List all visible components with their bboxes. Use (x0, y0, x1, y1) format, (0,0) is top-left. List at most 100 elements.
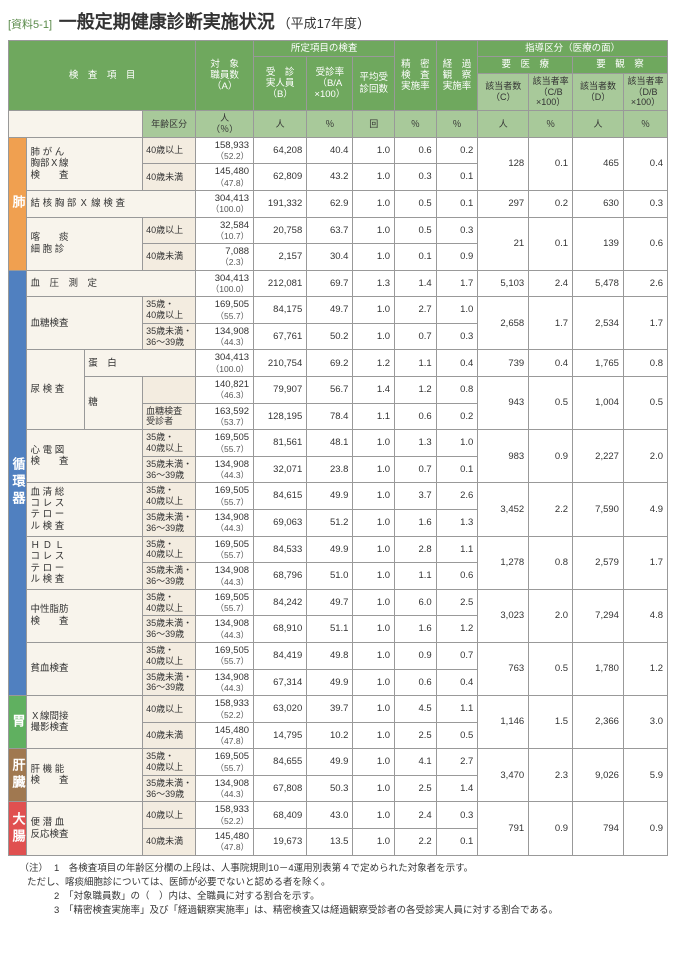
cell: 30.4 (307, 244, 353, 271)
cell: 304,413（100.0） (196, 350, 254, 377)
cell: 0.1 (395, 244, 437, 271)
cell: 2,366 (573, 696, 624, 749)
cell: 9,026 (573, 749, 624, 802)
cell: 43.0 (307, 802, 353, 829)
age: 35歳・ 40歳以上 (143, 430, 196, 457)
cell: 158,933（52.2） (196, 802, 254, 829)
lbl-sputum: 喀 痰 細 胞 診 (27, 217, 143, 270)
cell: 39.7 (307, 696, 353, 723)
cell: 3,452 (478, 483, 529, 536)
cell: 169,505（55.7） (196, 642, 254, 669)
cell: 67,761 (254, 323, 307, 350)
cell: 2.5 (395, 722, 437, 749)
cell: 2.6 (436, 483, 478, 510)
cell: 1.0 (353, 244, 395, 271)
cell: 69.7 (307, 270, 353, 297)
cell: 2,579 (573, 536, 624, 589)
cell: 1.2 (623, 642, 667, 695)
cell: 19,673 (254, 829, 307, 856)
cell: 163,592（53.7） (196, 403, 254, 430)
age: 35歳未満・ 36～39歳 (143, 563, 196, 590)
cell: 0.4 (436, 350, 478, 377)
cell: 49.7 (307, 297, 353, 324)
cell: 14,795 (254, 722, 307, 749)
cell: 128,195 (254, 403, 307, 430)
age: 35歳未満・ 36～39歳 (143, 456, 196, 483)
cell: 2.4 (529, 270, 573, 297)
cell: 1.1 (353, 403, 395, 430)
cell: 1.0 (353, 722, 395, 749)
cell: 2.0 (529, 589, 573, 642)
cell: 134,908（44.3） (196, 323, 254, 350)
cell: 169,505（55.7） (196, 297, 254, 324)
cell: 1,780 (573, 642, 624, 695)
hdr-rate: 受診率 （B/A ×100） (307, 57, 353, 111)
cat-colon: 大腸 (9, 802, 27, 855)
cell: 1.1 (395, 563, 437, 590)
cell: 1.0 (353, 829, 395, 856)
hdr-prescribed: 所定項目の検査 (254, 41, 395, 57)
cell: 169,505（55.7） (196, 483, 254, 510)
cell: 2.5 (436, 589, 478, 616)
lbl-stomx: Ｘ線間接 撮影検査 (27, 696, 143, 749)
footnotes: （注）1 各検査項目の年齢区分欄の上段は、人事院規則10－4運用別表第４で定めら… (8, 862, 668, 919)
cell: 10.2 (307, 722, 353, 749)
cell: 304,413（100.0） (196, 190, 254, 217)
cell: 2.7 (395, 297, 437, 324)
cell: 2,658 (478, 297, 529, 350)
cell: 0.3 (436, 323, 478, 350)
cell: 1,004 (573, 377, 624, 430)
cell: 40.4 (307, 137, 353, 164)
cell: 49.8 (307, 642, 353, 669)
age: 35歳・ 40歳以上 (143, 749, 196, 776)
cell: 0.3 (623, 190, 667, 217)
lbl-protein: 蛋 白 (85, 350, 196, 377)
u-pct: 人（％） (196, 111, 254, 138)
u-obs: ％ (436, 111, 478, 138)
cell: 0.4 (436, 669, 478, 696)
cell: 763 (478, 642, 529, 695)
cell: 134,908（44.3） (196, 563, 254, 590)
cell: 169,505（55.7） (196, 536, 254, 563)
cell: 212,081 (254, 270, 307, 297)
cell: 128 (478, 137, 529, 190)
cell: 0.9 (529, 802, 573, 855)
cell: 0.6 (395, 669, 437, 696)
cell: 1.0 (353, 164, 395, 191)
cell: 51.2 (307, 509, 353, 536)
note-1: 1 各検査項目の年齢区分欄の上段は、人事院規則10－4運用別表第４で定められた対… (8, 863, 473, 888)
cell: 2.3 (529, 749, 573, 802)
cell: 78.4 (307, 403, 353, 430)
cell: 1.4 (436, 775, 478, 802)
age: 40歳以上 (143, 217, 196, 244)
cell: 145,480（47.8） (196, 164, 254, 191)
hdr-d: 該当者数 （D） (573, 73, 624, 110)
cell: 1.0 (353, 669, 395, 696)
cell: 0.1 (436, 829, 478, 856)
cell: 69.2 (307, 350, 353, 377)
cell: 1.0 (353, 323, 395, 350)
cell: 1.7 (623, 536, 667, 589)
age: 40歳以上 (143, 802, 196, 829)
cell: 465 (573, 137, 624, 190)
age: 35歳・ 40歳以上 (143, 297, 196, 324)
cell: 1.2 (395, 377, 437, 404)
age: 35歳未満・ 36～39歳 (143, 669, 196, 696)
age: 35歳・ 40歳以上 (143, 642, 196, 669)
cell: 0.9 (395, 642, 437, 669)
cell: 49.9 (307, 536, 353, 563)
cell: 2.7 (436, 749, 478, 776)
cell: 7,590 (573, 483, 624, 536)
cell: 0.3 (395, 164, 437, 191)
age: 35歳・ 40歳以上 (143, 589, 196, 616)
cell: 943 (478, 377, 529, 430)
age: 40歳以上 (143, 137, 196, 164)
cell: 158,933（52.2） (196, 137, 254, 164)
note-2: 2 「対象職員数」の（ ）内は、全職員に対する割合を示す。 (54, 891, 320, 902)
cell: 1,278 (478, 536, 529, 589)
lbl-hdl: Ｈ Ｄ Ｌ コ レ ス テ ロ ー ル 検 査 (27, 536, 143, 589)
cell: 2.2 (529, 483, 573, 536)
cell: 68,910 (254, 616, 307, 643)
cell: 2.6 (623, 270, 667, 297)
cell: 0.8 (623, 350, 667, 377)
